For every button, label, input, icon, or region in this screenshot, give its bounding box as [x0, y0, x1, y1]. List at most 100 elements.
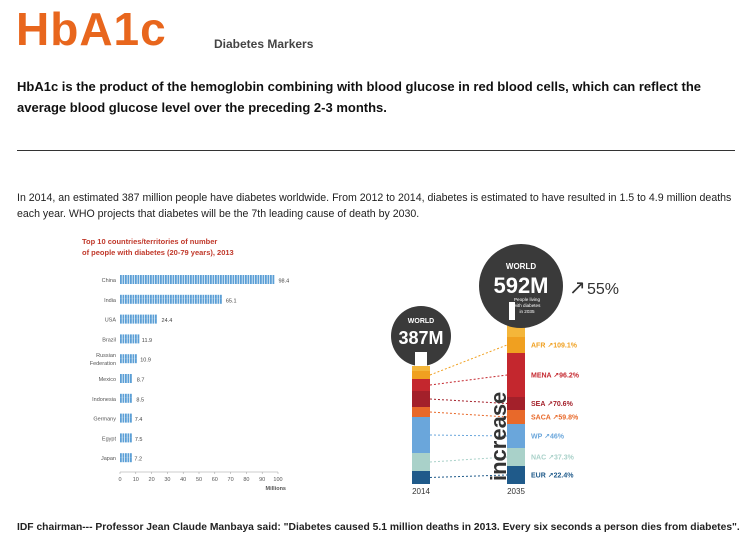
connector-line: [429, 374, 508, 386]
person-figure: [155, 275, 157, 279]
person-figure: [120, 294, 122, 299]
person-figure: [225, 275, 227, 279]
person-figure-legs: [265, 279, 267, 284]
person-figure: [197, 294, 200, 299]
x-tick-label: 80: [243, 477, 249, 483]
person-figure: [127, 374, 130, 378]
person-figure-legs: [172, 279, 175, 284]
person-figure-legs: [267, 279, 270, 284]
person-figure-legs: [152, 298, 155, 304]
person-figure-legs: [242, 279, 245, 284]
person-figure-legs: [162, 279, 165, 284]
person-figure: [125, 433, 127, 438]
stack-segment: [507, 325, 525, 337]
year-label: 2035: [507, 487, 525, 494]
person-figure: [155, 294, 157, 299]
person-figure-legs: [120, 457, 122, 463]
person-figure-legs: [155, 318, 157, 324]
country-label: Japan: [101, 456, 116, 462]
growth-label: 55%: [587, 281, 619, 298]
person-figure-legs: [172, 298, 175, 304]
person-figure-legs: [130, 279, 132, 284]
person-figure: [260, 275, 262, 279]
page-title: HbA1c: [16, 3, 167, 55]
person-icon: [415, 352, 427, 366]
person-figure: [122, 334, 125, 339]
person-figure: [145, 275, 147, 279]
connector-line: [429, 411, 508, 418]
person-figure: [120, 314, 122, 319]
world-projection-chart: increase EUR ↗22.4% NAC ↗37.3% WP ↗46% SACA …: [391, 244, 619, 494]
country-bar: [120, 393, 132, 403]
person-figure-legs: [130, 457, 132, 463]
person-figure-legs: [197, 279, 200, 284]
x-tick-label: 60: [212, 477, 218, 483]
person-figure-legs: [125, 417, 127, 423]
person-figure: [185, 275, 187, 279]
connector-line: [429, 434, 508, 437]
person-figure-legs: [257, 279, 260, 284]
person-figure: [130, 374, 132, 378]
person-figure: [237, 275, 240, 279]
person-figure: [202, 294, 205, 299]
person-figure: [137, 334, 140, 339]
person-figure-legs: [127, 457, 130, 463]
person-figure: [122, 294, 125, 299]
x-tick-label: 20: [149, 477, 155, 483]
stack-segment: [507, 397, 525, 410]
people-note-line: People living: [514, 297, 540, 302]
person-figure-legs: [130, 298, 132, 304]
person-figure: [127, 413, 130, 418]
person-figure: [152, 314, 155, 319]
person-figure-legs: [217, 298, 220, 304]
person-figure: [152, 275, 155, 279]
person-figure: [127, 453, 130, 458]
person-figure: [215, 275, 217, 279]
person-figure: [130, 294, 132, 299]
person-figure: [217, 275, 220, 279]
person-figure-legs: [207, 298, 210, 304]
region-label: EUR ↗22.4%: [531, 473, 574, 480]
person-figure-legs: [200, 298, 202, 304]
person-figure-legs: [147, 279, 150, 284]
person-figure: [140, 314, 142, 319]
stack-segment: [507, 353, 525, 397]
x-tick-label: 0: [118, 477, 121, 483]
country-bar: [120, 413, 132, 423]
person-figure: [192, 275, 195, 279]
person-figure-legs: [197, 298, 200, 304]
person-figure-legs: [132, 338, 135, 344]
person-figure-legs: [182, 279, 185, 284]
person-figure: [177, 294, 180, 299]
person-figure: [127, 354, 130, 359]
region-label: WP ↗46%: [531, 434, 565, 441]
value-label: 24.4: [162, 318, 173, 324]
person-figure: [130, 433, 132, 438]
person-figure: [147, 314, 150, 319]
chart-title-line: Top 10 countries/territories of number: [82, 237, 217, 246]
person-figure: [190, 275, 192, 279]
person-figure: [135, 354, 137, 359]
person-figure-legs: [125, 298, 127, 304]
x-axis-label: Millions: [266, 486, 286, 492]
person-figure-legs: [202, 298, 205, 304]
person-figure: [122, 453, 125, 458]
person-figure-legs: [157, 298, 160, 304]
person-figure: [125, 374, 127, 378]
person-figure-legs: [127, 298, 130, 304]
person-figure-legs: [145, 279, 147, 284]
stack-segment: [412, 391, 430, 407]
person-figure-legs: [205, 298, 207, 304]
person-figure-legs: [190, 279, 192, 284]
person-figure: [167, 294, 170, 299]
person-figure: [122, 433, 125, 438]
person-figure-legs: [270, 279, 272, 284]
chart-title-line: of people with diabetes (20-79 years), 2…: [82, 248, 234, 257]
country-label: Germany: [93, 417, 116, 423]
person-figure-legs: [212, 279, 215, 284]
person-figure: [257, 275, 260, 279]
person-figure: [140, 275, 142, 279]
person-figure-legs: [202, 279, 205, 284]
country-bar: [120, 453, 132, 463]
person-figure-legs: [185, 298, 187, 304]
